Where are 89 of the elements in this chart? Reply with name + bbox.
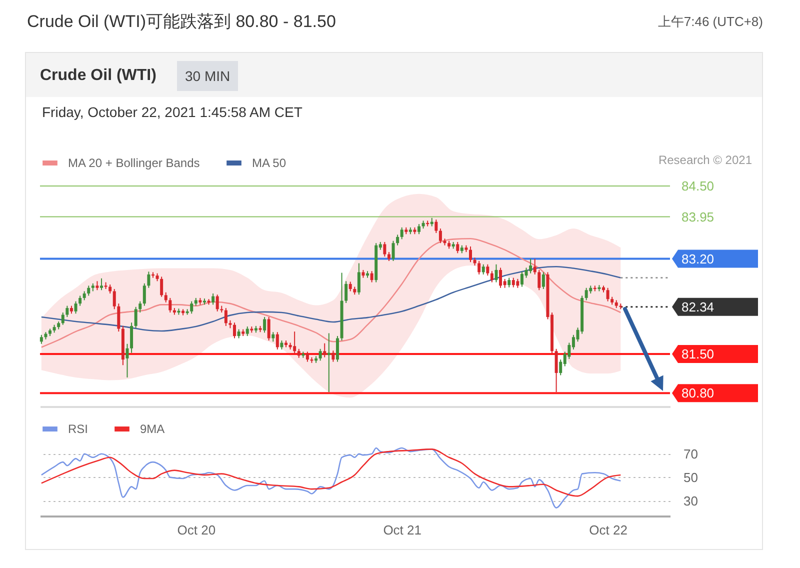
candlestick — [468, 246, 472, 263]
candlestick — [160, 276, 164, 298]
candlestick — [126, 343, 129, 378]
candlestick — [263, 316, 266, 334]
candlestick — [499, 267, 502, 288]
candlestick — [370, 270, 374, 283]
candlestick — [164, 292, 168, 303]
candlestick — [112, 288, 116, 310]
candlestick — [482, 264, 485, 275]
candlestick — [190, 300, 194, 314]
text: Friday, October 22, 2021 1:45:58 AM CET — [42, 103, 302, 121]
candlestick — [508, 277, 511, 288]
candlestick — [494, 264, 498, 283]
candlestick — [538, 269, 541, 291]
candlestick — [272, 332, 275, 342]
candlestick — [168, 297, 172, 314]
candlestick — [233, 322, 236, 339]
candlestick — [142, 282, 146, 306]
y-tick-label: 82.34 — [682, 299, 714, 314]
candlestick — [456, 241, 460, 254]
candlestick — [584, 287, 588, 301]
candlestick — [87, 285, 90, 296]
line-series — [40, 448, 622, 497]
candlestick — [512, 277, 515, 288]
candlestick — [383, 241, 386, 258]
x-tick-label: Oct 21 — [383, 522, 422, 538]
y-tick-label: 30 — [684, 493, 698, 508]
line-series — [40, 266, 622, 332]
candlestick — [396, 234, 400, 246]
candlestick — [438, 228, 442, 244]
candlestick — [130, 322, 134, 354]
y-tick-label: 50 — [684, 470, 698, 485]
candlestick — [336, 336, 339, 362]
candlestick — [276, 332, 279, 350]
text: 上午7:46 (UTC+8) — [658, 13, 763, 31]
legend-label: 9MA — [140, 422, 165, 436]
text: 30 MIN — [177, 61, 238, 91]
candlestick — [117, 303, 120, 332]
candlestick — [348, 281, 352, 292]
candlestick — [318, 348, 322, 362]
candlestick — [306, 351, 309, 362]
candlestick — [267, 316, 270, 342]
candlestick — [224, 308, 228, 326]
legend-label: RSI — [68, 422, 88, 436]
y-tick-label: 83.95 — [682, 209, 714, 224]
candlestick — [344, 280, 348, 304]
candlestick — [212, 292, 215, 306]
y-tick-label: 81.50 — [682, 346, 714, 362]
candlestick — [78, 295, 82, 306]
candlestick — [66, 305, 69, 318]
candlestick — [293, 331, 296, 354]
candlestick — [486, 264, 490, 276]
candlestick — [147, 271, 150, 288]
candlestick — [138, 300, 142, 314]
candlestick — [490, 270, 494, 283]
y-tick-label: 80.80 — [682, 386, 714, 401]
legend-label: MA 50 — [252, 156, 286, 170]
candlestick — [434, 219, 438, 234]
line-series — [40, 447, 622, 508]
line-series — [40, 238, 622, 348]
candlestick — [554, 348, 558, 393]
candlestick — [134, 306, 138, 329]
candlestick — [400, 226, 404, 240]
x-tick-label: Oct 20 — [177, 522, 216, 538]
candlestick — [606, 287, 610, 302]
y-tick-label: 83.20 — [682, 251, 714, 266]
candlestick — [151, 272, 154, 278]
y-tick-label: 84.50 — [682, 178, 714, 194]
legend-label: MA 20 + Bollinger Bands — [68, 156, 200, 170]
chart-title: Crude Oil (WTI)可能跌落到 80.80 - 81.50 — [27, 11, 336, 33]
candlestick — [392, 240, 395, 262]
candlestick — [357, 262, 360, 296]
candlestick — [478, 260, 481, 275]
candlestick — [542, 272, 545, 290]
candlestick — [323, 342, 326, 358]
candlestick — [426, 220, 430, 227]
x-tick-label: Oct 22 — [589, 522, 628, 538]
candlestick — [74, 300, 78, 314]
y-tick-label: 70 — [684, 446, 698, 462]
candlestick — [216, 294, 219, 312]
chart-subtitle: Crude Oil (WTI) — [40, 66, 156, 86]
candlestick — [529, 258, 532, 274]
candlestick — [533, 258, 536, 275]
candlestick — [246, 326, 249, 337]
candlestick — [332, 350, 335, 362]
candlestick — [100, 278, 103, 291]
candlestick — [418, 224, 420, 235]
candlestick — [61, 312, 64, 326]
text: Research © 2021 — [658, 152, 752, 168]
